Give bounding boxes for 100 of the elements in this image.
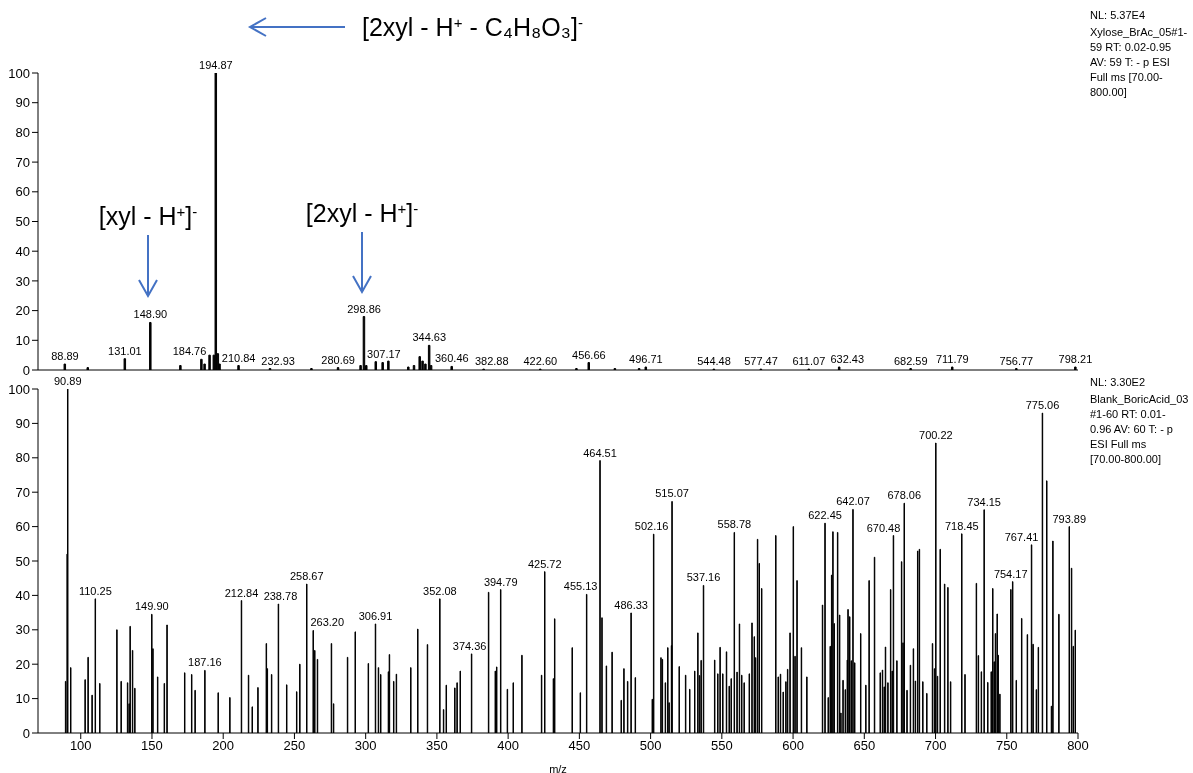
annotation: 382.88: [474, 355, 509, 368]
x-tick-label: 400: [497, 738, 519, 754]
annotation: 767.41: [1004, 530, 1039, 543]
annotation: 611.07: [792, 355, 826, 368]
annotation: 422.60: [523, 355, 558, 368]
y-tick-label: 20: [15, 656, 30, 672]
x-axis-title: m/z: [549, 763, 567, 773]
annotation: 456.66: [572, 348, 606, 361]
x-tick-label: 500: [639, 738, 662, 754]
annotation: 678.06: [887, 489, 922, 502]
x-tick-label: 100: [69, 738, 92, 754]
y-tick-label: 50: [15, 214, 30, 230]
y-tick-label: 80: [15, 450, 30, 466]
annotation: 88.89: [51, 350, 79, 363]
y-tick-label: 70: [15, 484, 30, 500]
annotation: 775.06: [1025, 399, 1060, 412]
x-tick-label: 150: [141, 738, 163, 754]
x-tick-label: 750: [995, 738, 1018, 754]
annotation: 306.91: [358, 609, 393, 622]
x-tick-label: 550: [710, 738, 733, 754]
y-tick-label: 30: [15, 273, 30, 289]
text: NL: 3.30E2: [1090, 375, 1147, 390]
annotation: 258.67: [289, 570, 324, 583]
annotation: 148.90: [133, 308, 168, 321]
annotation: 90.89: [54, 375, 82, 387]
annotation: 622.45: [808, 509, 842, 522]
text: [2xyl - H$^{+}$ - C₄H₈O₃]$^{-}$: [362, 13, 583, 41]
y-tick-label: 40: [15, 588, 30, 604]
x-tick-label: 450: [568, 738, 591, 754]
y-tick-label: 30: [15, 622, 30, 638]
annotation: 632.43: [830, 353, 865, 366]
y-tick-label: 40: [15, 243, 30, 259]
y-tick-label: 10: [15, 332, 30, 348]
text: Xylose_BrAc_05#1-59 RT: 0.02-0.95 AV: 59 T: - p ESI Full ms [70.00-800.00]: [1090, 25, 1188, 100]
text: Blank_BoricAcid_03 #1-60 RT: 0.01-0.96 AV: 60 T: - p ESI Full ms [70.00-800.00]: [1090, 392, 1189, 467]
annotation: 642.07: [836, 495, 870, 508]
y-tick-label: 0: [22, 362, 30, 378]
annotation: 486.33: [614, 598, 648, 611]
y-tick-label: 100: [8, 65, 30, 81]
annotation: 577.47: [744, 355, 778, 368]
y-tick-label: 10: [15, 691, 30, 707]
annotation: 502.16: [634, 520, 669, 533]
annotation: 734.15: [967, 495, 1002, 508]
annotation: 793.89: [1052, 512, 1087, 525]
x-tick-label: 350: [426, 738, 448, 754]
annotation: 425.72: [527, 557, 562, 570]
annotation: 558.78: [717, 518, 752, 531]
annotation: 798.21: [1058, 353, 1093, 366]
y-tick-label: 90: [15, 416, 30, 432]
annotation: 280.69: [321, 353, 355, 366]
annotation: 754.17: [993, 567, 1028, 580]
x-tick-label: 700: [924, 738, 947, 754]
annotation: 212.84: [224, 586, 259, 599]
annotation: 131.01: [108, 344, 142, 357]
y-tick-label: 20: [15, 303, 30, 319]
x-tick-label: 300: [354, 738, 377, 754]
annotation: 394.79: [483, 575, 518, 588]
annotation: [xyl - H$^{+}$]$^{-}$: [98, 202, 198, 230]
annotation: 544.48: [697, 355, 731, 368]
annotation: [2xyl - H$^{+}$]$^{-}$: [305, 199, 419, 227]
annotation: 238.78: [263, 590, 298, 602]
annotation: 537.16: [686, 571, 721, 584]
y-tick-label: 90: [15, 95, 30, 111]
annotation: 711.79: [935, 353, 969, 366]
annotation: 210.84: [221, 351, 256, 364]
text: NL: 5.37E4: [1090, 8, 1147, 23]
annotation: 352.08: [423, 584, 457, 597]
annotation: 263.20: [310, 616, 345, 629]
x-tick-label: 250: [283, 738, 306, 754]
y-tick-label: 60: [15, 184, 30, 200]
annotation: 756.77: [999, 354, 1034, 367]
annotation: 700.22: [919, 429, 953, 442]
x-tick-label: 800: [1067, 738, 1089, 754]
y-tick-label: 80: [15, 125, 30, 141]
x-tick-label: 600: [782, 738, 804, 754]
annotation: 232.93: [261, 354, 295, 367]
annotation: 464.51: [583, 446, 617, 459]
y-tick-label: 100: [8, 381, 30, 397]
y-tick-label: 50: [15, 553, 30, 569]
x-tick-label: 650: [853, 738, 876, 754]
annotation: 344.63: [412, 331, 447, 344]
annotation: 670.48: [866, 521, 901, 534]
annotation: 149.90: [135, 600, 169, 613]
annotation: 682.59: [893, 354, 928, 367]
annotation: 360.46: [434, 352, 469, 365]
y-tick-label: 0: [22, 725, 30, 741]
annotation: 455.13: [563, 580, 598, 593]
annotation: 374.36: [452, 639, 487, 652]
annotation: 184.76: [172, 345, 207, 358]
annotation: 515.07: [655, 487, 689, 500]
annotation: 718.45: [944, 519, 979, 532]
annotation: 307.17: [367, 347, 401, 360]
annotation: 187.16: [188, 656, 222, 669]
y-tick-label: 70: [15, 154, 30, 170]
annotation: 194.87: [199, 59, 233, 71]
x-tick-label: 200: [212, 738, 235, 754]
annotation: 298.86: [347, 302, 381, 315]
y-tick-label: 60: [15, 519, 30, 535]
annotation: 110.25: [78, 584, 112, 597]
annotation: 496.71: [629, 353, 663, 366]
